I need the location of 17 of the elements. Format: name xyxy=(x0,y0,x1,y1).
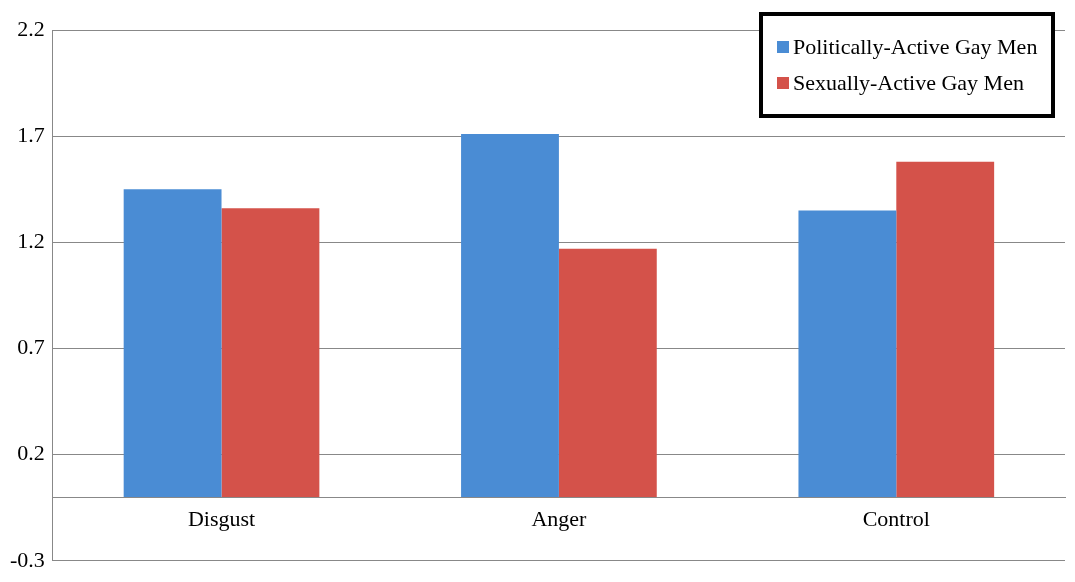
y-tick-label: 0.2 xyxy=(17,440,45,466)
legend-label: Politically-Active Gay Men xyxy=(793,34,1038,60)
y-tick-label: 2.2 xyxy=(17,15,45,41)
bar xyxy=(558,248,657,498)
bar xyxy=(123,189,222,498)
y-tick-label: -0.3 xyxy=(10,546,45,572)
bar xyxy=(896,161,995,498)
bar xyxy=(461,134,559,498)
x-tick-label: Anger xyxy=(531,506,588,532)
y-tick-label: 1.7 xyxy=(17,121,45,147)
bar xyxy=(221,208,320,498)
x-tick-label: Control xyxy=(862,506,930,532)
y-tick-label: 1.2 xyxy=(17,228,45,254)
y-tick-label: 0.7 xyxy=(17,334,45,360)
x-tick-label: Disgust xyxy=(187,506,256,532)
legend-label: Sexually-Active Gay Men xyxy=(793,70,1024,96)
bar xyxy=(798,210,897,498)
